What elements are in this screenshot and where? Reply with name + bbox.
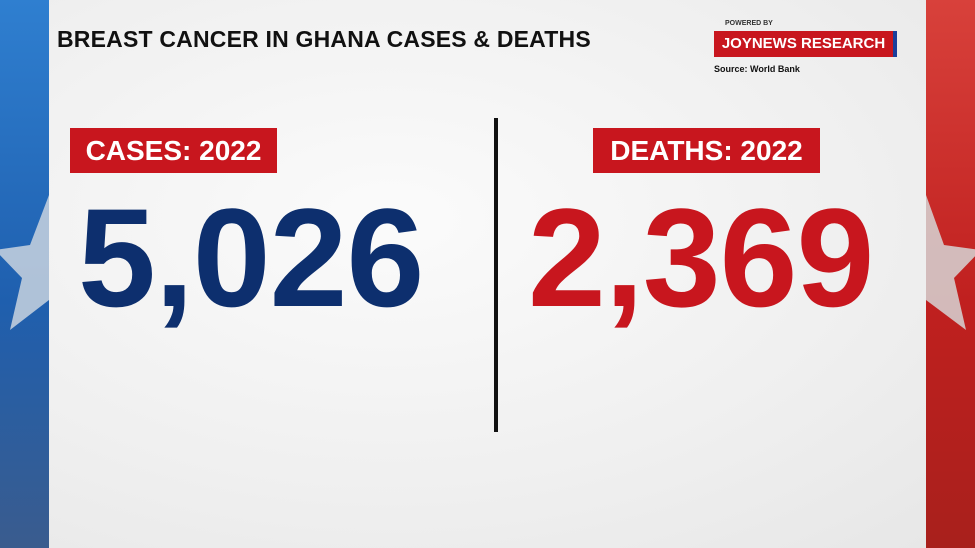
stat-value: 5,026 — [78, 179, 424, 336]
divider — [494, 118, 498, 432]
right-band — [926, 0, 975, 548]
source: Source: World Bank — [714, 64, 800, 74]
star-decoration — [0, 195, 49, 330]
left-band — [0, 0, 49, 548]
title: BREAST CANCER IN GHANA CASES & DEATHS — [57, 26, 591, 52]
star-decoration — [926, 195, 975, 330]
stat-label: DEATHS: 2022 — [593, 128, 820, 173]
stat-label: CASES: 2022 — [70, 128, 277, 173]
brand-badge: JOYNEWS RESEARCH — [714, 31, 897, 57]
stat-value: 2,369 — [528, 179, 874, 336]
powered-by: POWERED BY — [725, 20, 773, 27]
